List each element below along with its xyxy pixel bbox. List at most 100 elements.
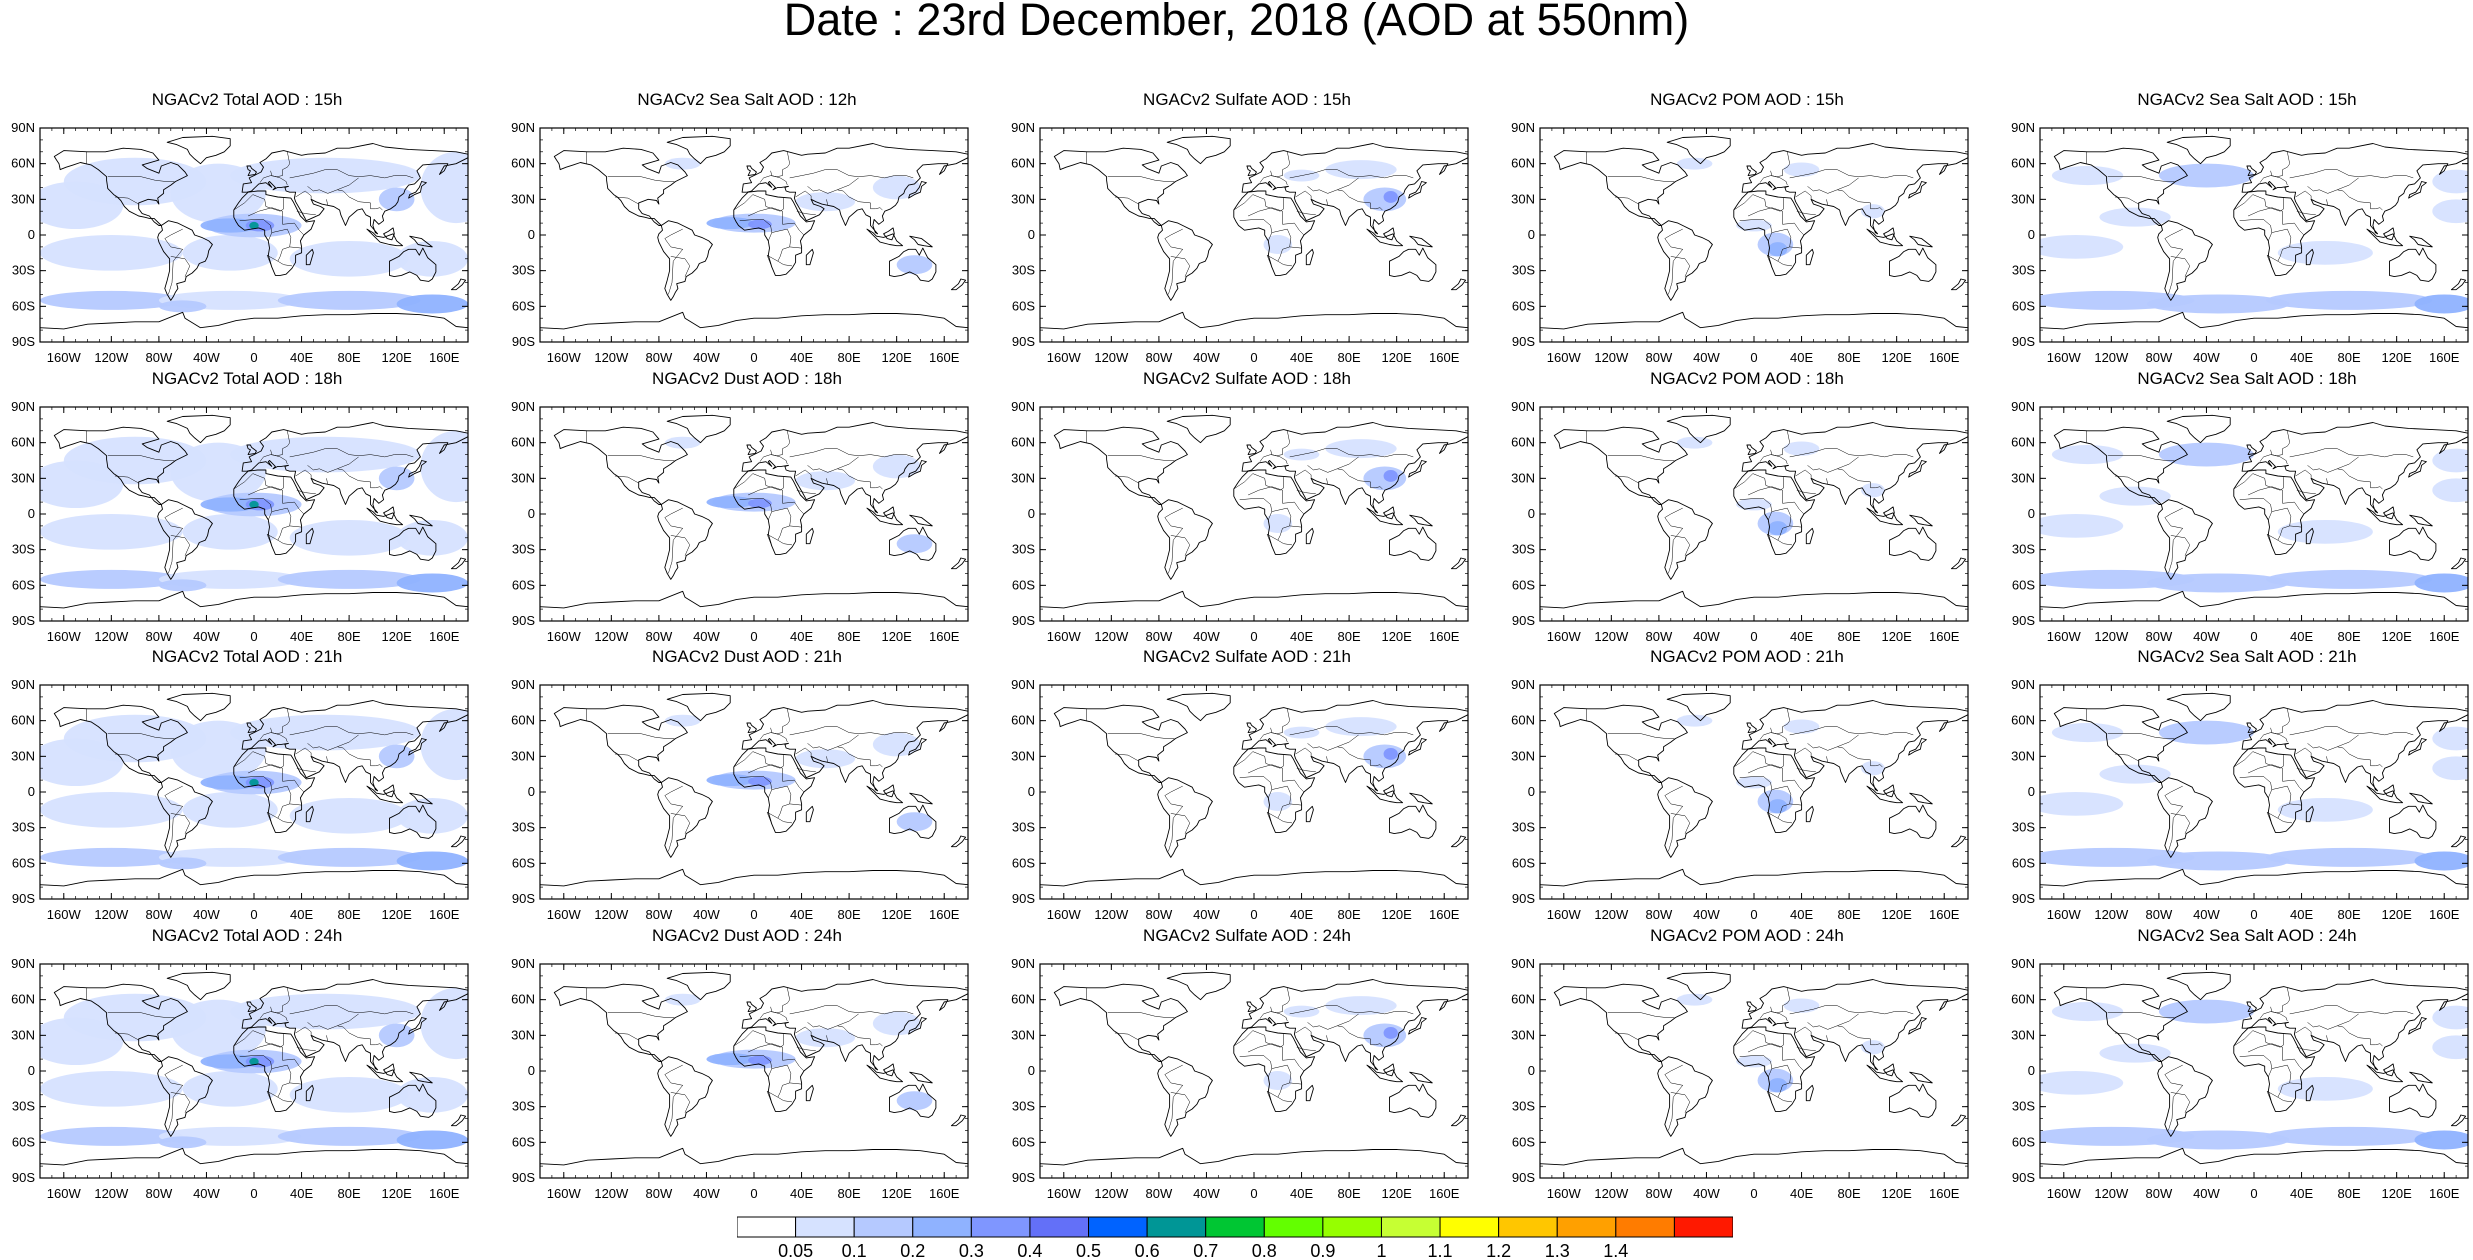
- aod-region: [872, 175, 921, 200]
- country-border: [1770, 170, 1788, 186]
- lon-tick-label: 40W: [1193, 350, 1220, 365]
- country-border: [1789, 803, 1802, 806]
- lon-tick-label: 80E: [838, 907, 861, 922]
- lon-tick-label: 160E: [429, 1186, 460, 1201]
- map-panel: NGACv2 Sea Salt AOD : 18h 90N 60N 30N 0 30S 60…: [2000, 369, 2473, 645]
- country-border: [2170, 813, 2191, 834]
- aod-region: [2040, 1071, 2124, 1095]
- lon-tick-label: 160W: [547, 1186, 582, 1201]
- lon-tick-label: 160E: [929, 907, 960, 922]
- indonesia-outline: [1366, 1064, 1404, 1083]
- australia-outline: [1389, 1083, 1437, 1118]
- lat-tick-label: 0: [2028, 1063, 2035, 1078]
- country-border: [2164, 228, 2183, 239]
- country-border: [2271, 228, 2293, 267]
- new-zealand-outline: [2450, 557, 2467, 570]
- country-border: [2164, 795, 2184, 852]
- lon-tick-label: 80E: [838, 629, 861, 644]
- country-border: [164, 795, 184, 852]
- lat-tick-label: 0: [2028, 784, 2035, 799]
- aod-region: [1861, 761, 1885, 776]
- world-map: 90N 60N 30N 0 30S 60S 90S 160W 120W 80W 40W 0 40E 80E…: [11, 120, 469, 365]
- aod-region: [277, 569, 421, 589]
- madagascar-outline: [805, 1084, 814, 1102]
- africa-outline: [733, 469, 816, 555]
- lat-tick-label: 30N: [1511, 1027, 1535, 1042]
- country-border: [296, 1046, 316, 1052]
- lon-tick-label: 120E: [2381, 1186, 2412, 1201]
- lat-tick-label: 30N: [2011, 191, 2035, 206]
- country-border: [2259, 151, 2290, 183]
- aod-region: [706, 217, 754, 230]
- country-border: [2107, 1012, 2175, 1018]
- antarctica-coast-outline: [1540, 311, 1968, 342]
- madagascar-outline: [805, 527, 814, 545]
- country-border: [1107, 733, 1175, 739]
- greenland-outline: [166, 692, 231, 722]
- country-border: [1770, 1006, 1788, 1022]
- borneo-outline: [383, 1063, 395, 1077]
- country-border: [1807, 743, 1883, 768]
- country-border: [2289, 726, 2414, 736]
- borneo-outline: [2383, 784, 2395, 798]
- eurasia-outline: [741, 422, 968, 514]
- lon-tick-label: 40W: [1693, 350, 1720, 365]
- country-border: [826, 756, 828, 763]
- country-border: [747, 1043, 805, 1072]
- lat-tick-label: 60N: [2011, 435, 2035, 450]
- lat-tick-label: 60S: [1512, 298, 1535, 313]
- north-america-outline: [2053, 983, 2188, 1062]
- lat-tick-label: 0: [1528, 227, 1535, 242]
- country-border: [1789, 169, 1914, 179]
- south-america-outline: [657, 499, 713, 580]
- country-border: [1837, 456, 1859, 470]
- aod-region: [1768, 521, 1788, 536]
- lon-tick-label: 40E: [2290, 629, 2313, 644]
- country-border: [233, 194, 284, 212]
- aod-region: [1263, 792, 1293, 812]
- madagascar-outline: [2305, 248, 2314, 266]
- lon-tick-label: 80E: [1338, 629, 1361, 644]
- indonesia-outline: [1866, 228, 1904, 247]
- borneo-outline: [2383, 1063, 2395, 1077]
- country-border: [114, 475, 139, 484]
- lat-tick-label: 30N: [11, 191, 35, 206]
- australia-outline: [889, 1083, 937, 1118]
- lon-tick-label: 80E: [1338, 350, 1361, 365]
- country-border: [1164, 785, 1183, 796]
- country-border: [796, 210, 816, 216]
- aod-region: [896, 812, 933, 832]
- aod-region: [795, 192, 856, 212]
- new-guinea-outline: [909, 792, 933, 805]
- australia-outline: [889, 526, 937, 561]
- lon-tick-label: 120E: [1381, 907, 1412, 922]
- north-america-outline: [553, 147, 688, 226]
- country-border: [733, 1030, 784, 1048]
- lon-tick-label: 0: [1750, 350, 1757, 365]
- country-border: [2170, 535, 2191, 556]
- country-border: [326, 478, 328, 485]
- colorbar-swatch: [1029, 1216, 1090, 1238]
- country-border: [247, 486, 305, 515]
- country-border: [259, 151, 290, 183]
- lon-tick-label: 40W: [1693, 629, 1720, 644]
- aod-region: [795, 471, 856, 491]
- colorbar-label: 0.7: [1193, 1241, 1218, 1260]
- lon-tick-label: 40W: [2193, 350, 2220, 365]
- antarctica-coast-outline: [40, 1147, 468, 1178]
- lat-tick-label: 90S: [1012, 891, 1035, 906]
- indonesia-outline: [1866, 1064, 1904, 1083]
- country-border: [789, 169, 914, 179]
- country-border: [747, 207, 805, 236]
- country-border: [1747, 764, 1805, 793]
- eurasia-outline: [741, 979, 968, 1071]
- lon-tick-label: 80W: [1646, 350, 1673, 365]
- australia-outline: [2389, 804, 2437, 839]
- aod-region: [1768, 1078, 1788, 1093]
- country-border: [837, 734, 859, 748]
- lat-tick-label: 90N: [1511, 120, 1535, 135]
- aod-region: [158, 300, 207, 313]
- country-border: [795, 469, 812, 479]
- south-america-outline: [1157, 1056, 1213, 1137]
- aod-region: [420, 430, 468, 503]
